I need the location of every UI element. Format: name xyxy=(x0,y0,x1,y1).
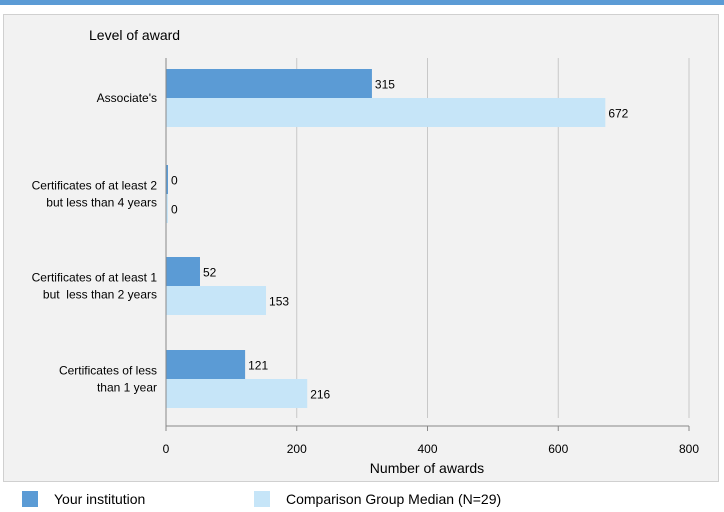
x-tick-label: 800 xyxy=(679,442,699,456)
x-tick-label: 0 xyxy=(163,442,170,456)
x-axis-label: Number of awards xyxy=(370,460,484,476)
data-label: 153 xyxy=(269,295,289,309)
bar xyxy=(166,165,168,194)
data-label: 315 xyxy=(375,78,395,92)
bar xyxy=(166,98,606,127)
category-labels: Associate's Certificates of at least 2 but… xyxy=(32,91,158,395)
legend-label: Your institution xyxy=(54,491,145,507)
bar xyxy=(166,379,308,408)
bar xyxy=(166,69,372,98)
data-label: 0 xyxy=(171,174,178,188)
legend: Your institution Comparison Group Median … xyxy=(22,491,501,507)
category-label: Certificates of at least 1 xyxy=(32,271,158,285)
data-label: 121 xyxy=(248,359,268,373)
legend-swatch xyxy=(22,491,38,507)
x-tick-label: 600 xyxy=(548,442,568,456)
category-label: than 1 year xyxy=(97,381,157,395)
data-label: 216 xyxy=(310,388,330,402)
bar xyxy=(166,286,267,315)
data-label: 672 xyxy=(608,107,628,121)
data-label: 52 xyxy=(203,266,217,280)
category-label: Certificates of less xyxy=(59,364,157,378)
bars: 315 672 0 0 52 153 121 216 xyxy=(166,69,629,408)
bar xyxy=(166,257,200,286)
chart-title: Level of award xyxy=(89,27,180,43)
x-tick-label: 200 xyxy=(287,442,307,456)
bar xyxy=(166,194,168,223)
legend-label: Comparison Group Median (N=29) xyxy=(286,491,501,507)
category-label: Certificates of at least 2 xyxy=(32,179,158,193)
legend-swatch xyxy=(254,491,270,507)
category-label: but less than 2 years xyxy=(43,288,157,302)
legend-area xyxy=(0,485,724,512)
bar xyxy=(166,350,246,379)
data-label: 0 xyxy=(171,203,178,217)
top-accent-rule xyxy=(0,0,724,5)
category-label: Associate's xyxy=(97,91,157,105)
x-axis: 0 200 400 600 800 xyxy=(163,58,699,456)
x-tick-label: 400 xyxy=(417,442,437,456)
category-label: but less than 4 years xyxy=(46,196,157,210)
